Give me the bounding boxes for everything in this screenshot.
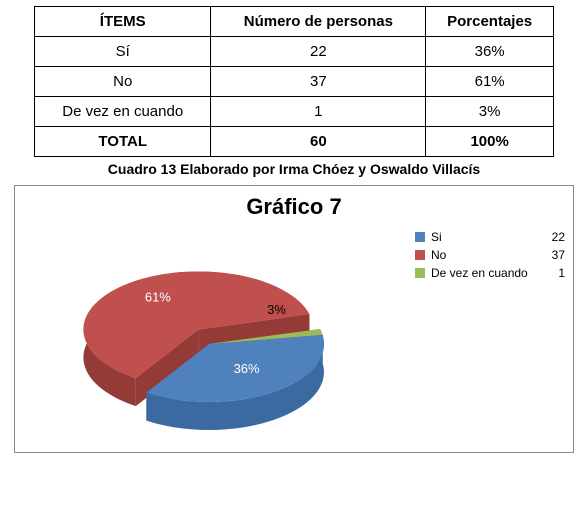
legend-value: 22 bbox=[552, 230, 565, 244]
pie-slice-label: 36% bbox=[234, 361, 260, 376]
col-header: ÍTEMS bbox=[35, 7, 211, 37]
legend-swatch bbox=[415, 232, 425, 242]
legend-label: Si bbox=[431, 230, 546, 244]
pie-chart-svg: 36% 61% 3% bbox=[29, 224, 409, 444]
chart-body: 36% 61% 3% Si 22 No 37De vez en cuando 1 bbox=[23, 224, 565, 444]
table-body: Sí2236%No3761%De vez en cuando13%TOTAL60… bbox=[35, 37, 554, 157]
table-row: TOTAL60100% bbox=[35, 127, 554, 157]
table-caption: Cuadro 13 Elaborado por Irma Chóez y Osw… bbox=[6, 161, 582, 177]
col-header: Porcentajes bbox=[426, 7, 554, 37]
table-cell: 37 bbox=[211, 67, 426, 97]
chart-area: 36% 61% 3% bbox=[23, 224, 415, 444]
table-cell: TOTAL bbox=[35, 127, 211, 157]
table-cell: 100% bbox=[426, 127, 554, 157]
table-cell: 22 bbox=[211, 37, 426, 67]
legend-value: 1 bbox=[558, 266, 565, 280]
chart-title: Gráfico 7 bbox=[23, 194, 565, 220]
legend-swatch bbox=[415, 268, 425, 278]
table-cell: 61% bbox=[426, 67, 554, 97]
table-cell: 1 bbox=[211, 97, 426, 127]
table-cell: 36% bbox=[426, 37, 554, 67]
chart-container: Gráfico 7 36%61%3% Si22No37De vez en cua… bbox=[14, 185, 574, 453]
table-row: De vez en cuando13% bbox=[35, 97, 554, 127]
table-header-row: ÍTEMS Número de personas Porcentajes bbox=[35, 7, 554, 37]
table-cell: De vez en cuando bbox=[35, 97, 211, 127]
pie-slice-label: 61% bbox=[145, 289, 171, 304]
table-cell: 60 bbox=[211, 127, 426, 157]
legend-swatch bbox=[415, 250, 425, 260]
table-cell: Sí bbox=[35, 37, 211, 67]
legend-value: 37 bbox=[552, 248, 565, 262]
pie-slice-label: 3% bbox=[267, 302, 286, 317]
table-row: No3761% bbox=[35, 67, 554, 97]
legend-item: Si 22 bbox=[415, 230, 565, 244]
page-root: ÍTEMS Número de personas Porcentajes Sí2… bbox=[0, 0, 588, 459]
data-table: ÍTEMS Número de personas Porcentajes Sí2… bbox=[34, 6, 554, 157]
chart-legend: Si 22 No 37De vez en cuando 1 bbox=[415, 224, 565, 284]
legend-label: De vez en cuando bbox=[431, 266, 552, 280]
legend-item: No 37 bbox=[415, 248, 565, 262]
legend-item: De vez en cuando 1 bbox=[415, 266, 565, 280]
table-row: Sí2236% bbox=[35, 37, 554, 67]
legend-label: No bbox=[431, 248, 546, 262]
table-cell: 3% bbox=[426, 97, 554, 127]
col-header: Número de personas bbox=[211, 7, 426, 37]
table-cell: No bbox=[35, 67, 211, 97]
